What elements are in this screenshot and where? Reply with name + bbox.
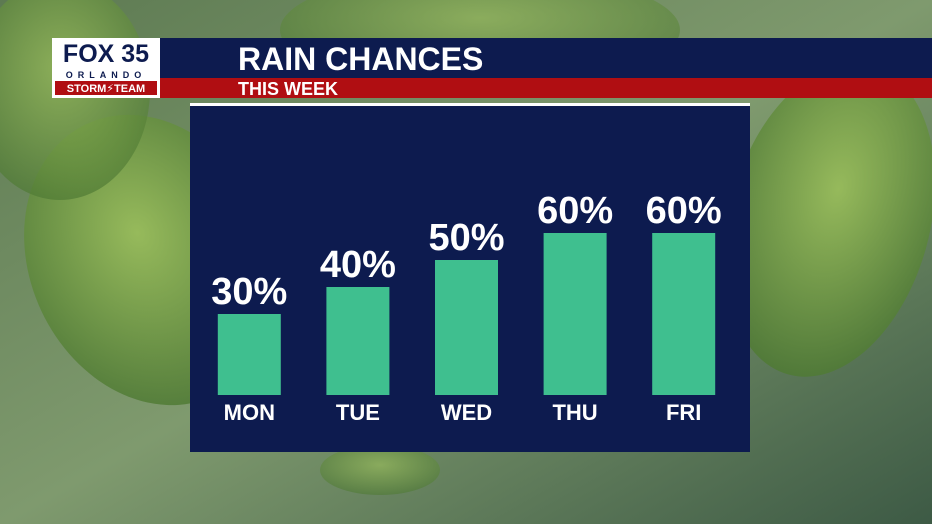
- x-tick-label: TUE: [336, 400, 380, 425]
- x-tick-label: MON: [224, 400, 275, 425]
- value-label: 60%: [537, 190, 613, 232]
- chart-title: RAIN CHANCES: [238, 41, 483, 77]
- subtitle-bar: [160, 78, 932, 98]
- x-tick-label: THU: [552, 400, 597, 425]
- value-label: 60%: [646, 190, 722, 232]
- logo-city: ORLANDO: [66, 70, 147, 80]
- logo-team-bar: [55, 81, 157, 95]
- title-bar: [160, 38, 932, 78]
- logo-team: STORM⚡TEAM: [67, 83, 145, 95]
- chart-subtitle: THIS WEEK: [238, 79, 338, 99]
- value-label: 30%: [211, 271, 287, 313]
- leaf: [320, 445, 440, 495]
- logo-brand: FOX 35: [63, 40, 149, 68]
- x-tick-label: WED: [441, 400, 492, 425]
- bar: [326, 287, 390, 395]
- panel-rule: [190, 103, 750, 106]
- leaf: [724, 63, 932, 377]
- bar: [543, 233, 607, 395]
- value-label: 50%: [428, 217, 504, 259]
- x-tick-label: FRI: [666, 400, 701, 425]
- bar: [217, 314, 281, 395]
- bar: [652, 233, 716, 395]
- bar: [435, 260, 498, 395]
- value-label: 40%: [320, 244, 396, 286]
